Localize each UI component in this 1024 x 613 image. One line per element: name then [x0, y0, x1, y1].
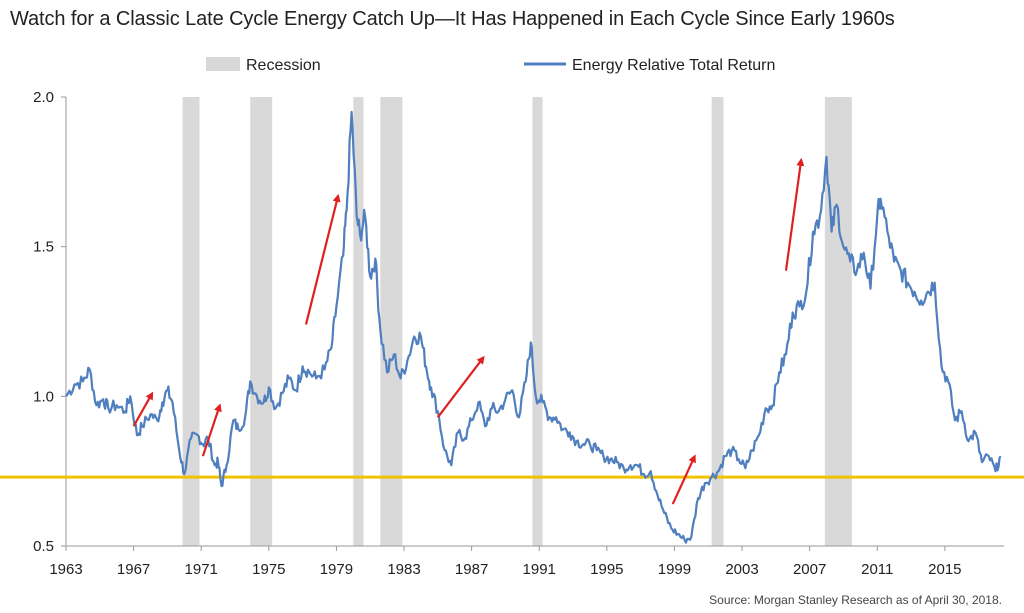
annotation-arrow — [436, 355, 485, 418]
series-line-energy — [65, 110, 1002, 544]
y-tick-label: 1.5 — [33, 239, 54, 256]
y-tick-label: 2.0 — [33, 89, 54, 106]
annotation-arrow — [671, 454, 696, 505]
recession-band — [711, 97, 724, 546]
x-tick-label: 1963 — [49, 561, 82, 578]
x-tick-label: 1999 — [658, 561, 691, 578]
legend: Recession Energy Relative Total Return — [206, 57, 775, 74]
recession-band — [380, 97, 403, 546]
x-tick-label: 2007 — [793, 561, 826, 578]
annotation-arrows — [132, 157, 805, 505]
y-tick-label: 1.0 — [33, 388, 54, 405]
chart-source: Source: Morgan Stanley Research as of Ap… — [709, 593, 1002, 607]
x-tick-label: 2011 — [861, 561, 893, 578]
x-tick-label: 1971 — [185, 561, 218, 578]
axes: 0.5 1.0 1.5 2.0 1963 1967 1971 1975 1979 1983 1987… — [33, 89, 1004, 578]
series-layer — [65, 110, 1002, 544]
x-tick-label: 1991 — [523, 561, 556, 578]
annotation-arrow — [784, 157, 805, 271]
recession-band — [824, 97, 852, 546]
recession-band — [353, 97, 364, 546]
recession-band — [250, 97, 273, 546]
chart-title: Watch for a Classic Late Cycle Energy Ca… — [10, 8, 895, 30]
recession-band — [532, 97, 543, 546]
x-tick-label: 1967 — [117, 561, 150, 578]
legend-label-recession: Recession — [246, 57, 321, 74]
annotation-arrow — [201, 403, 222, 457]
legend-label-energy: Energy Relative Total Return — [572, 57, 775, 74]
x-tick-label: 1987 — [455, 561, 488, 578]
recession-bands — [182, 97, 852, 546]
annotation-arrow — [132, 391, 154, 427]
legend-swatch-recession — [206, 57, 240, 71]
x-tick-label: 1975 — [252, 561, 285, 578]
annotation-arrow — [304, 193, 341, 325]
x-tick-label: 1979 — [320, 561, 353, 578]
x-tick-label: 2003 — [725, 561, 758, 578]
x-tick-label: 1995 — [590, 561, 623, 578]
x-tick-label: 1983 — [387, 561, 420, 578]
x-tick-label: 2015 — [928, 561, 961, 578]
y-tick-label: 0.5 — [33, 538, 54, 555]
